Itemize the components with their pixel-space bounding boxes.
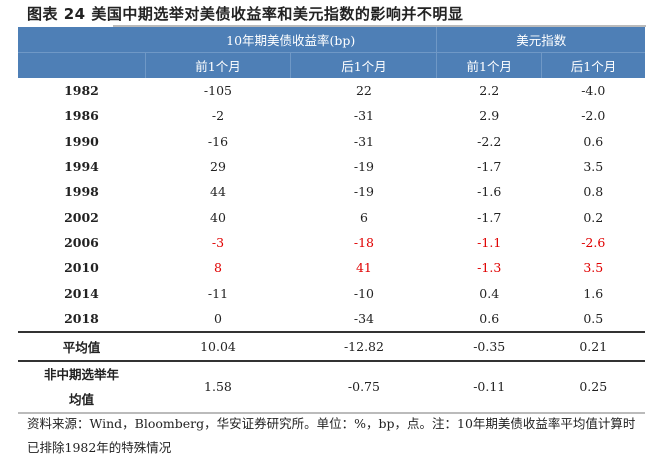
table-row: 1998 44 -19 -1.6 0.8 [18, 179, 645, 204]
value-cell: -18 [353, 234, 375, 250]
value-cell: -4.0 [581, 83, 606, 99]
year-cell: 1990 [64, 133, 99, 149]
header-blank [18, 52, 145, 78]
average-row: 平均值 10.04 -12.82 -0.35 0.21 [18, 330, 645, 362]
average-label: 平均值 [18, 330, 145, 362]
value-cell: -1.3 [477, 260, 502, 276]
value-cell: -31 [353, 133, 375, 149]
value-cell: 3.5 [583, 159, 604, 175]
year-cell: 2010 [64, 260, 99, 276]
year-cell: 1998 [64, 184, 99, 200]
non-midterm-row: 非中期选举年 均值 1.58 -0.75 -0.11 0.25 [18, 360, 645, 414]
value-cell: 6 [359, 209, 368, 225]
year-cell: 2002 [64, 209, 99, 225]
value-cell: -19 [353, 159, 375, 175]
value-cell: 29 [210, 159, 226, 175]
value-cell: -34 [353, 310, 375, 326]
value-cell: 10.04 [145, 330, 291, 362]
value-cell: -12.82 [290, 330, 437, 362]
value-cell: -2.0 [581, 108, 606, 124]
year-cell: 1986 [64, 108, 99, 124]
header-sub: 后1个月 [290, 52, 437, 78]
header-dollar-index: 美元指数 [436, 27, 645, 53]
value-cell: -0.11 [436, 360, 542, 414]
value-cell: 0.25 [541, 360, 645, 414]
value-cell: -11 [207, 285, 229, 301]
value-cell: 0.4 [479, 285, 500, 301]
table-row: 2006 -3 -18 -1.1 -2.6 [18, 230, 645, 255]
table-row: 1982 -105 22 2.2 -4.0 [18, 78, 645, 103]
value-cell: 0.21 [541, 330, 645, 362]
value-cell: -10 [353, 285, 375, 301]
footnote: 资料来源：Wind，Bloomberg，华安证券研究所。单位：%，bp，点。注：… [27, 416, 636, 455]
value-cell: -1.7 [477, 209, 502, 225]
value-cell: 1.6 [583, 285, 604, 301]
value-cell: 8 [214, 260, 222, 276]
value-cell: 2.2 [479, 83, 500, 99]
non-midterm-label: 非中期选举年 均值 [18, 360, 145, 414]
value-cell: -0.75 [290, 360, 437, 414]
figure-title: 图表 24 美国中期选举对美债收益率和美元指数的影响并不明显 [27, 5, 464, 23]
table-row: 2010 8 41 -1.3 3.5 [18, 255, 645, 280]
value-cell: 44 [210, 184, 226, 200]
year-cell: 1994 [64, 159, 99, 175]
value-cell: 41 [355, 260, 372, 276]
label-line: 非中期选举年 [43, 366, 119, 382]
value-cell: -31 [353, 108, 375, 124]
table-row: 2014 -11 -10 0.4 1.6 [18, 280, 645, 305]
value-cell: -3 [211, 234, 225, 250]
year-cell: 1982 [64, 83, 99, 99]
table-row: 1994 29 -19 -1.7 3.5 [18, 154, 645, 179]
table-row: 2018 0 -34 0.6 0.5 [18, 306, 645, 332]
value-cell: 0.2 [583, 209, 604, 225]
value-cell: 3.5 [583, 260, 604, 276]
year-cell: 2018 [64, 310, 99, 326]
divider [113, 25, 646, 27]
value-cell: -1.7 [477, 159, 502, 175]
year-cell: 2006 [64, 234, 99, 250]
value-cell: -2.6 [581, 234, 606, 250]
value-cell: -1.1 [477, 234, 502, 250]
header-sub: 前1个月 [436, 52, 542, 78]
value-cell: 0.8 [583, 184, 604, 200]
value-cell: -16 [207, 133, 229, 149]
header-sub: 后1个月 [541, 52, 645, 78]
table-row: 1990 -16 -31 -2.2 0.6 [18, 129, 645, 154]
value-cell: -1.6 [477, 184, 502, 200]
value-cell: -2.2 [477, 133, 502, 149]
table-row: 1986 -2 -31 2.9 -2.0 [18, 103, 645, 128]
value-cell: 0.5 [583, 310, 604, 326]
value-cell: -2 [211, 108, 225, 124]
year-cell: 2014 [64, 285, 99, 301]
header-sub: 前1个月 [144, 52, 291, 78]
data-table: 10年期美债收益率(bp) 美元指数 前1个月 后1个月 前1个月 后1个月 1… [18, 27, 645, 414]
table-row: 2002 40 6 -1.7 0.2 [18, 204, 645, 229]
value-cell: 0.6 [583, 133, 604, 149]
value-cell: -0.35 [436, 330, 542, 362]
header-blank [18, 27, 145, 53]
value-cell: 2.9 [479, 108, 500, 124]
value-cell: 22 [355, 83, 372, 99]
value-cell: 0.6 [479, 310, 500, 326]
value-cell: -105 [203, 83, 233, 99]
header-treasury-yield: 10年期美债收益率(bp) [145, 27, 437, 53]
label-line: 均值 [68, 391, 94, 407]
value-cell: -19 [353, 184, 375, 200]
value-cell: 1.58 [145, 360, 291, 414]
value-cell: 0 [214, 310, 222, 326]
value-cell: 40 [210, 209, 226, 225]
